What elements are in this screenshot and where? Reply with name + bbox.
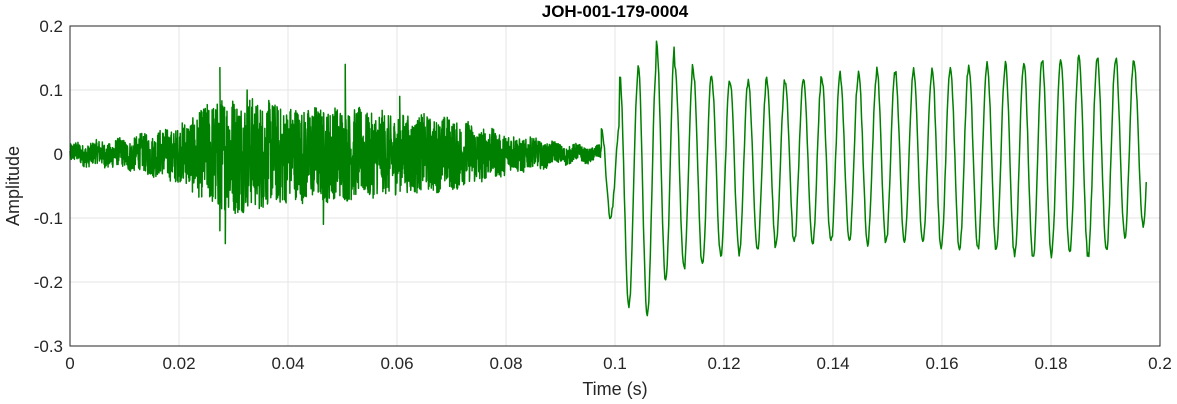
y-tick-label: 0.1 bbox=[39, 81, 63, 100]
y-tick-label: -0.2 bbox=[34, 273, 63, 292]
x-tick-label: 0.1 bbox=[603, 354, 627, 373]
x-tick-label: 0 bbox=[65, 354, 74, 373]
chart-title: JOH-001-179-0004 bbox=[542, 2, 689, 21]
x-tick-label: 0.18 bbox=[1034, 354, 1067, 373]
y-tick-labels: -0.3 -0.2 -0.1 0 0.1 0.2 bbox=[34, 17, 63, 356]
y-tick-label: 0.2 bbox=[39, 17, 63, 36]
y-tick-label: 0 bbox=[54, 145, 63, 164]
y-tick-label: -0.3 bbox=[34, 337, 63, 356]
x-tick-label: 0.04 bbox=[271, 354, 304, 373]
series-layer bbox=[69, 40, 1147, 317]
x-tick-labels: 0 0.02 0.04 0.06 0.08 0.1 0.12 0.14 0.16 0.18 0.2 bbox=[65, 354, 1172, 373]
x-tick-label: 0.06 bbox=[380, 354, 413, 373]
axes-box bbox=[69, 25, 1161, 347]
x-tick-label: 0.08 bbox=[489, 354, 522, 373]
y-axis-label: Amplitude bbox=[3, 146, 23, 226]
x-tick-label: 0.02 bbox=[162, 354, 195, 373]
y-tick-label: -0.1 bbox=[34, 209, 63, 228]
series-line bbox=[69, 40, 1147, 317]
x-axis-label: Time (s) bbox=[582, 379, 647, 399]
x-tick-label: 0.16 bbox=[925, 354, 958, 373]
x-tick-label: 0.2 bbox=[1148, 354, 1172, 373]
x-tick-label: 0.14 bbox=[816, 354, 849, 373]
x-tick-label: 0.12 bbox=[707, 354, 740, 373]
